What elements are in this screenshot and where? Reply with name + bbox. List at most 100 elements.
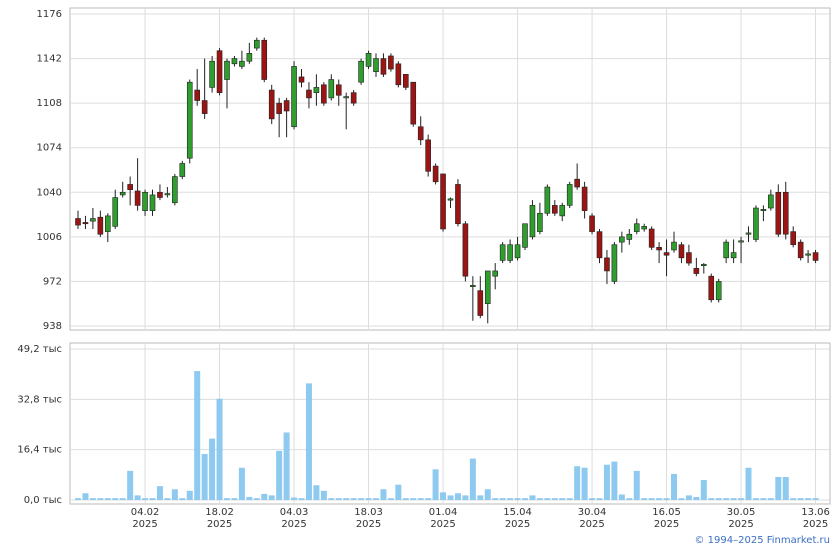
- candle-body: [410, 81, 417, 125]
- x-tick-label: 18.03 2025: [354, 507, 383, 530]
- volume-bar: [283, 432, 290, 500]
- volume-bar: [358, 498, 365, 500]
- y-tick-label: 16,4 тыс: [17, 445, 62, 456]
- volume-bar: [693, 496, 700, 500]
- volume-bar: [350, 498, 357, 500]
- volume-bar: [119, 498, 126, 500]
- volume-bar: [723, 498, 730, 500]
- volume-bar: [164, 498, 171, 500]
- volume-bar: [745, 467, 752, 500]
- volume-bar: [142, 498, 149, 500]
- candle-body: [298, 76, 305, 83]
- candle-body: [186, 81, 193, 159]
- volume-bar: [238, 467, 245, 500]
- volume-bar: [648, 498, 655, 500]
- candle-body: [321, 84, 327, 104]
- volume-bar: [261, 493, 268, 500]
- volume-bar: [730, 498, 737, 500]
- volume-bar: [425, 498, 432, 500]
- volume-bar: [574, 466, 581, 500]
- candle-body: [700, 264, 707, 266]
- candle-body: [134, 190, 141, 206]
- candle-body: [492, 270, 499, 277]
- volume-bar: [305, 383, 312, 500]
- volume-bar: [559, 498, 566, 500]
- volume-bar: [596, 498, 603, 500]
- volume-bar: [760, 498, 767, 500]
- volume-bar: [246, 496, 253, 500]
- candle-body: [514, 244, 521, 259]
- candle-body: [768, 194, 774, 209]
- candle-body: [626, 233, 633, 240]
- candle-body: [522, 223, 528, 248]
- volume-bar: [611, 461, 618, 500]
- candle-body: [239, 60, 245, 67]
- volume-bar: [432, 469, 439, 500]
- candle-body: [254, 39, 260, 49]
- volume-bar: [752, 498, 759, 500]
- candle-body: [738, 240, 744, 243]
- candle-body: [648, 228, 655, 248]
- candle-body: [82, 222, 89, 225]
- x-tick-label: 01.04 2025: [428, 507, 458, 530]
- volume-bar: [656, 498, 663, 500]
- volume-bar: [387, 498, 394, 500]
- candle-body: [335, 84, 342, 96]
- volume-bar: [224, 498, 230, 500]
- candle-body: [224, 60, 230, 80]
- y-tick-label: 938: [43, 321, 62, 332]
- candle-body: [231, 58, 238, 65]
- volume-bar: [812, 498, 819, 500]
- candle-body: [470, 285, 476, 287]
- candle-body: [179, 163, 186, 177]
- candle-body: [268, 89, 275, 120]
- candle-body: [432, 165, 439, 183]
- candle-body: [417, 126, 424, 141]
- volume-bar: [365, 498, 372, 500]
- volume-bar: [641, 498, 648, 500]
- volume-bar: [127, 470, 134, 500]
- candle-body: [715, 281, 722, 301]
- volume-bar: [522, 498, 528, 500]
- candle-body: [537, 212, 543, 232]
- volume-bar: [678, 498, 685, 500]
- candle-body: [559, 205, 566, 217]
- candle-body: [164, 193, 171, 196]
- candle-body: [566, 184, 573, 206]
- candle-body: [246, 53, 253, 62]
- candle-body: [455, 184, 461, 225]
- volume-bar: [462, 495, 469, 500]
- candle-body: [209, 60, 215, 88]
- y-tick-label: 1006: [37, 232, 62, 243]
- candle-body: [812, 252, 819, 261]
- x-tick-label: 30.04 2025: [577, 507, 607, 530]
- volume-bar: [492, 498, 499, 500]
- candle-body: [172, 176, 178, 204]
- candle-body: [358, 60, 364, 83]
- volume-bar: [104, 498, 111, 500]
- volume-bar: [469, 458, 476, 500]
- volume-bar: [603, 464, 610, 500]
- volume-bar: [134, 495, 141, 500]
- candle-body: [775, 191, 782, 235]
- volume-bar: [97, 498, 104, 500]
- volume-bar: [805, 498, 812, 500]
- volume-bar: [343, 498, 350, 500]
- volume-bar: [209, 438, 216, 500]
- footer: © 1994–2025 Finmarket.ru: [694, 535, 830, 546]
- candle-body: [105, 215, 111, 232]
- candle-body: [551, 205, 558, 214]
- volume-bar: [328, 498, 335, 500]
- candle-body: [142, 191, 148, 211]
- volume-bar: [171, 489, 178, 500]
- candle-body: [507, 244, 513, 261]
- candle-body: [328, 79, 335, 99]
- volume-bar: [447, 495, 454, 500]
- candle-body: [529, 205, 536, 238]
- candle-body: [544, 186, 551, 214]
- volume-bar: [335, 498, 342, 500]
- volume-bar: [156, 486, 163, 500]
- x-tick-label: 04.03 2025: [279, 507, 309, 530]
- candle-body: [656, 247, 662, 251]
